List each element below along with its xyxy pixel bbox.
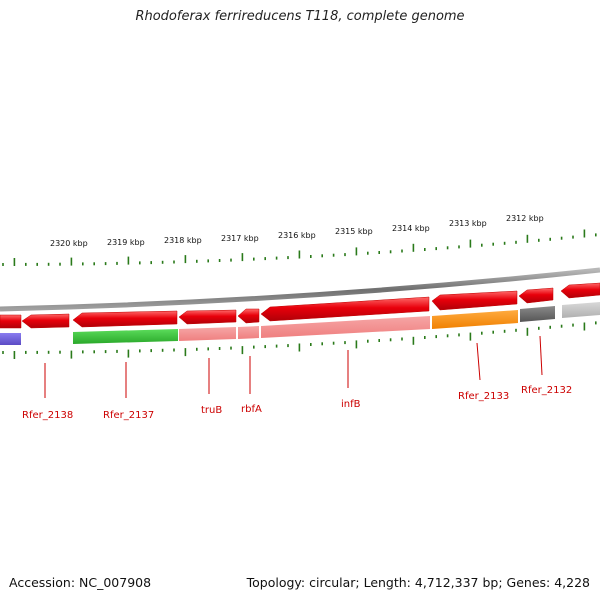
feature-bar — [562, 302, 600, 318]
label-leaders — [44, 335, 543, 398]
gene-arrow — [72, 310, 178, 328]
genome-backbone — [0, 267, 600, 312]
genome-summary-text: Topology: circular; Length: 4,712,337 bp… — [246, 575, 590, 590]
gene-arrow — [21, 313, 70, 329]
feature-bar — [179, 327, 236, 341]
scale-labels: 2320 kbp 2319 kbp 2318 kbp 2317 kbp 2316… — [50, 214, 544, 248]
scale-ticks-lower — [2, 321, 597, 359]
gene-arrow — [0, 314, 22, 329]
kbp-label: 2312 kbp — [506, 214, 544, 223]
feature-bar — [0, 333, 21, 345]
accession-text: Accession: NC_007908 — [9, 575, 152, 590]
leader-line — [476, 342, 481, 381]
forward-strand-genes — [0, 282, 600, 329]
gene-label-rfer-2137: Rfer_2137 — [103, 410, 154, 421]
gene-label-infb: infB — [341, 399, 361, 410]
gene-arrow — [237, 308, 260, 324]
gene-label-trub: truB — [201, 405, 222, 416]
gene-label-rfer-2133: Rfer_2133 — [458, 391, 509, 402]
gene-labels: Rfer_2138 Rfer_2137 truB rbfA infB Rfer_… — [22, 385, 572, 421]
kbp-label: 2320 kbp — [50, 239, 88, 248]
kbp-label: 2314 kbp — [392, 224, 430, 233]
gene-label-rfer-2138: Rfer_2138 — [22, 410, 73, 421]
gene-arrow — [518, 287, 554, 304]
gene-arrow — [431, 290, 518, 311]
kbp-label: 2317 kbp — [221, 234, 259, 243]
gene-arrow — [560, 282, 600, 299]
kbp-label: 2318 kbp — [164, 236, 202, 245]
feature-bar — [238, 326, 259, 339]
leader-line — [539, 335, 543, 376]
feature-bar — [432, 310, 518, 329]
kbp-label: 2319 kbp — [107, 238, 145, 247]
gene-label-rbfa: rbfA — [241, 404, 262, 415]
kbp-label: 2316 kbp — [278, 231, 316, 240]
kbp-label: 2313 kbp — [449, 219, 487, 228]
gene-label-rfer-2132: Rfer_2132 — [521, 385, 572, 396]
scale-ticks-upper — [2, 229, 597, 266]
gene-arrow — [260, 296, 430, 322]
gene-arrow — [178, 309, 237, 325]
kbp-label: 2315 kbp — [335, 227, 373, 236]
feature-bar — [73, 329, 178, 344]
feature-bar — [520, 306, 555, 322]
feature-track — [0, 302, 600, 345]
genome-title: Rhodoferax ferrireducens T118, complete … — [135, 9, 465, 24]
feature-bar — [261, 316, 430, 338]
